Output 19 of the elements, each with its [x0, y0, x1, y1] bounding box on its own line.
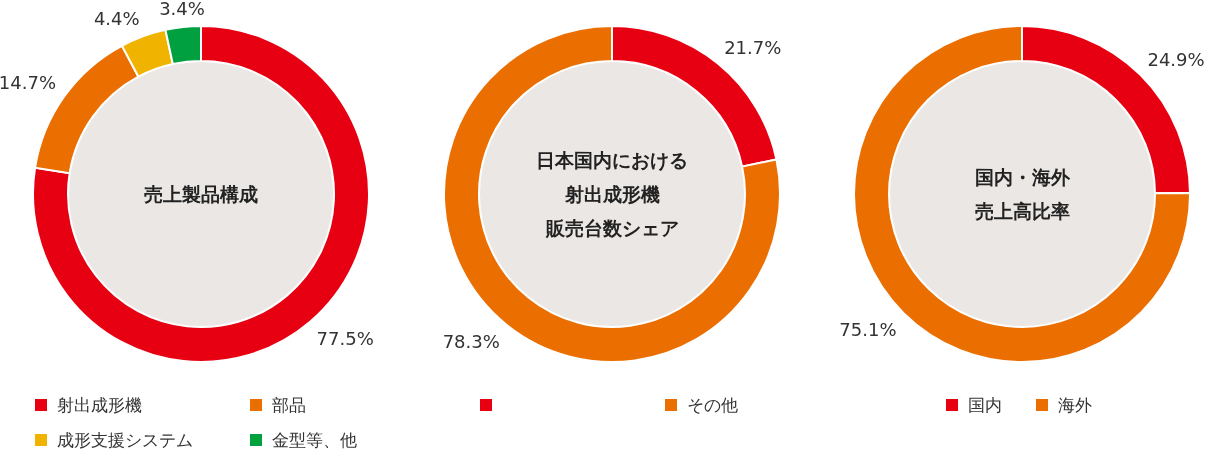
legend-label: 射出成形機 [57, 395, 142, 415]
data-label: 21.7% [724, 36, 782, 58]
data-label: 77.5% [316, 328, 374, 350]
donut-slice [443, 25, 781, 363]
data-label: 14.7% [0, 71, 57, 93]
text: 国内・海外売上高比率 [974, 166, 1071, 222]
data-label: 4.4% [93, 7, 140, 29]
data-label: 3.4% [159, 0, 205, 20]
legend-label: その他 [687, 395, 738, 415]
data-label: 24.9% [1147, 48, 1205, 70]
legend-label: 海外 [1058, 395, 1092, 415]
legend-label: 部品 [272, 395, 306, 415]
data-label: 75.1% [839, 319, 897, 341]
legend-label: 成形支援システム [57, 430, 193, 450]
text: 日本国内における射出成形機販売台数シェア [536, 149, 688, 239]
data-label: 78.3% [442, 331, 500, 353]
legend-label: 金型等、他 [272, 430, 357, 450]
legend-label: 国内 [968, 395, 1002, 415]
text: 売上製品構成 [144, 183, 258, 205]
